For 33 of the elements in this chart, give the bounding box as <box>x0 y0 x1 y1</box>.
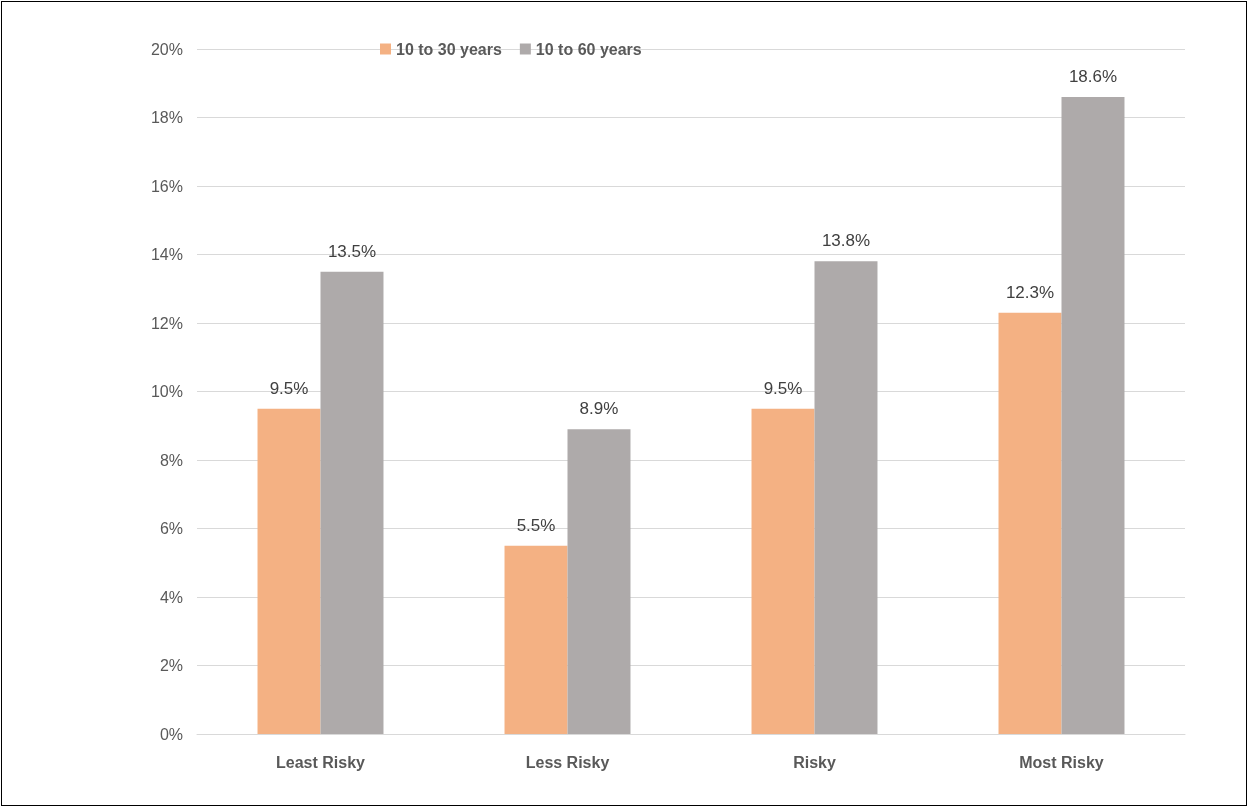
y-tick-label: 8% <box>159 451 183 469</box>
data-label: 13.8% <box>821 231 871 251</box>
y-tick-label: 0% <box>159 725 183 743</box>
data-label: 5.5% <box>516 515 556 535</box>
y-tick-label: 2% <box>159 657 183 674</box>
x-tick-label: Less Risky <box>525 753 610 771</box>
y-tick-label: 20% <box>150 40 183 58</box>
y-tick-label: 10% <box>150 383 183 400</box>
legend-label: 10 to 30 years <box>396 40 502 58</box>
bar <box>751 408 815 734</box>
y-tick-label: 18% <box>150 109 183 126</box>
x-tick-label: Risky <box>793 753 836 771</box>
y-tick-label: 12% <box>150 314 183 332</box>
y-tick-label: 4% <box>159 588 183 606</box>
data-label: 9.5% <box>269 378 309 398</box>
bar <box>257 408 321 734</box>
y-tick-label: 16% <box>150 177 183 195</box>
bar <box>1061 96 1125 734</box>
legend-label: 10 to 60 years <box>535 40 642 58</box>
data-label: 18.6% <box>1068 66 1118 86</box>
bar <box>998 312 1062 734</box>
bar <box>567 429 631 734</box>
bar <box>814 261 878 734</box>
x-tick-label: Least Risky <box>276 753 366 771</box>
data-label: 8.9% <box>579 399 619 419</box>
data-label: 13.5% <box>327 241 377 261</box>
bar <box>320 271 384 734</box>
bar <box>504 545 568 734</box>
y-tick-label: 14% <box>150 246 183 263</box>
y-tick-label: 6% <box>159 520 183 537</box>
data-label: 9.5% <box>763 378 803 398</box>
x-tick-label: Most Risky <box>1019 753 1104 771</box>
data-label: 12.3% <box>1005 282 1055 302</box>
